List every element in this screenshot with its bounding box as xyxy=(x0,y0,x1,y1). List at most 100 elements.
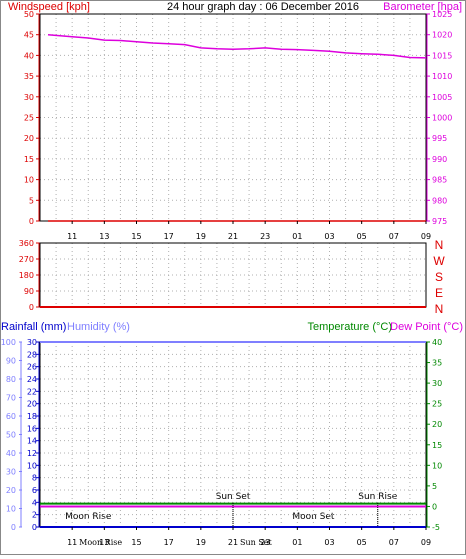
humidity-tick-label: 0 xyxy=(11,523,16,532)
temperature-tick-label: 30 xyxy=(432,379,442,388)
temperature-tick-label: 10 xyxy=(432,461,442,470)
temperature-tick-label: 20 xyxy=(432,420,442,429)
top-x-tick-label: 11 xyxy=(67,232,77,241)
windspeed-tick-label: 10 xyxy=(24,176,34,185)
rainfall-tick-label: 26 xyxy=(27,363,37,372)
bottom-x-tick-label: 05 xyxy=(357,538,367,547)
top-x-tick-label: 07 xyxy=(389,232,399,241)
humidity-tick-label: 100 xyxy=(1,338,16,347)
rainfall-tick-label: 4 xyxy=(32,498,37,507)
humidity-axis-label: Humidity (%) xyxy=(67,321,130,333)
bottom-x-tick-label: 23 xyxy=(260,538,270,547)
barometer-tick-label: 1020 xyxy=(432,31,452,40)
top-x-tick-label: 15 xyxy=(131,232,141,241)
moon-set-label: Moon Set xyxy=(292,512,335,522)
temperature-tick-label: -5 xyxy=(432,523,440,532)
barometer-axis-label: Barometer [hpa] xyxy=(383,1,462,13)
bottom-x-tick-label: 13 xyxy=(99,538,109,547)
barometer-tick-label: 1025 xyxy=(432,10,452,19)
bottom-x-tick-label: 07 xyxy=(389,538,399,547)
moon-rise-tick-label: Moon Rise xyxy=(79,538,122,547)
direction-letter: W xyxy=(433,254,445,268)
rainfall-tick-label: 14 xyxy=(27,437,37,446)
humidity-tick-label: 10 xyxy=(6,505,16,514)
sun-rise-label: Sun Rise xyxy=(358,492,397,502)
rainfall-tick-label: 2 xyxy=(32,511,37,520)
temperature-tick-label: 40 xyxy=(432,338,442,347)
humidity-tick-label: 60 xyxy=(6,412,16,421)
bottom-x-tick-label: 11 xyxy=(67,538,77,547)
barometer-tick-label: 990 xyxy=(432,155,447,164)
windspeed-axis-label: Windspeed [kph] xyxy=(8,1,90,13)
direction-tick-label: 90 xyxy=(24,287,34,296)
top-x-tick-label: 13 xyxy=(99,232,109,241)
bottom-x-tick-label: 15 xyxy=(131,538,141,547)
temperature-tick-label: 5 xyxy=(432,482,437,491)
barometer-tick-label: 985 xyxy=(432,176,447,185)
top-x-tick-label: 01 xyxy=(292,232,302,241)
direction-tick-label: 360 xyxy=(19,239,34,248)
windspeed-tick-label: 20 xyxy=(24,134,34,143)
windspeed-tick-label: 45 xyxy=(24,31,34,40)
bottom-x-tick-label: 17 xyxy=(164,538,174,547)
bottom-x-tick-label: 19 xyxy=(196,538,206,547)
bottom-x-tick-label: 01 xyxy=(292,538,302,547)
sun-set-label: Sun Set xyxy=(216,492,251,502)
barometer-tick-label: 1010 xyxy=(432,72,452,81)
barometer-tick-label: 975 xyxy=(432,217,447,226)
top-x-tick-label: 23 xyxy=(260,232,270,241)
direction-tick-label: 0 xyxy=(29,303,34,312)
windspeed-tick-label: 5 xyxy=(29,196,34,205)
windspeed-tick-label: 25 xyxy=(24,114,34,123)
humidity-tick-label: 80 xyxy=(6,375,16,384)
barometer-tick-label: 1000 xyxy=(432,114,452,123)
bottom-x-tick-label: 03 xyxy=(324,538,334,547)
rainfall-tick-label: 0 xyxy=(32,523,37,532)
rainfall-tick-label: 24 xyxy=(27,375,37,384)
humidity-tick-label: 40 xyxy=(6,449,16,458)
rainfall-tick-label: 10 xyxy=(27,461,37,470)
temperature-tick-label: 35 xyxy=(432,359,442,368)
temperature-tick-label: 0 xyxy=(432,502,437,511)
dew-point-axis-label: Dew Point (°C) xyxy=(390,321,463,333)
humidity-tick-label: 20 xyxy=(6,486,16,495)
temperature-tick-label: 25 xyxy=(432,400,442,409)
barometer-tick-label: 1005 xyxy=(432,93,452,102)
sun-set-tick-label: Sun Set xyxy=(240,538,273,547)
humidity-tick-label: 50 xyxy=(6,431,16,440)
direction-tick-label: 270 xyxy=(19,255,34,264)
rainfall-axis-label: Rainfall (mm) xyxy=(1,321,66,333)
top-x-tick-label: 05 xyxy=(357,232,367,241)
rainfall-tick-label: 22 xyxy=(27,387,37,396)
barometer-series-line xyxy=(47,33,427,59)
moon-rise-label: Moon Rise xyxy=(65,512,112,522)
chart-title: 24 hour graph day : 06 December 2016 xyxy=(167,1,359,13)
direction-letter: S xyxy=(435,270,443,284)
top-x-tick-label: 17 xyxy=(164,232,174,241)
barometer-tick-label: 980 xyxy=(432,196,447,205)
rainfall-tick-label: 8 xyxy=(32,474,37,483)
direction-tick-label: 180 xyxy=(19,271,34,280)
windspeed-tick-label: 35 xyxy=(24,72,34,81)
windspeed-tick-label: 50 xyxy=(24,10,34,19)
windspeed-tick-label: 15 xyxy=(24,155,34,164)
direction-letter: N xyxy=(435,302,444,316)
direction-letter: E xyxy=(435,286,443,300)
barometer-tick-label: 1015 xyxy=(432,51,452,60)
humidity-tick-label: 70 xyxy=(6,394,16,403)
temperature-tick-label: 15 xyxy=(432,441,442,450)
top-x-tick-label: 03 xyxy=(324,232,334,241)
humidity-tick-label: 90 xyxy=(6,357,16,366)
rainfall-tick-label: 12 xyxy=(27,449,37,458)
wind-direction-letters: N W S E N xyxy=(433,238,445,316)
temperature-axis-label: Temperature (°C) xyxy=(308,321,392,333)
windspeed-tick-label: 0 xyxy=(29,217,34,226)
rainfall-tick-label: 6 xyxy=(32,486,37,495)
direction-letter: N xyxy=(435,238,444,252)
top-x-tick-label: 09 xyxy=(421,232,431,241)
humidity-tick-label: 30 xyxy=(6,468,16,477)
top-x-tick-label: 19 xyxy=(196,232,206,241)
windspeed-tick-label: 40 xyxy=(24,51,34,60)
